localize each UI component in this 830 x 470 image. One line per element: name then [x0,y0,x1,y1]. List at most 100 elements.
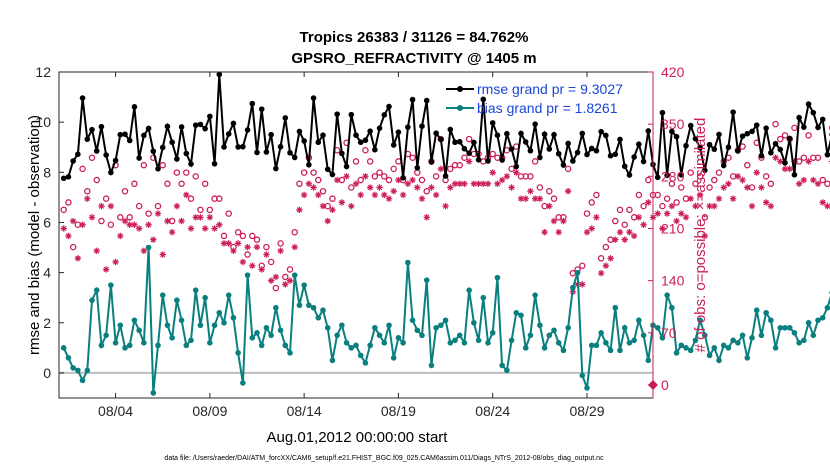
bias-point [819,314,826,321]
bias-point [225,292,232,298]
rmse-point [108,169,114,176]
obs-assimilated-point [531,195,539,202]
obs-assimilated-point [513,169,520,176]
obs-possible-point [135,202,143,210]
rmse-point [103,152,109,158]
obs-assimilated-point [69,217,77,225]
rmse-point [84,136,91,143]
rmse-point [758,152,765,159]
obs-possible-point [220,232,228,240]
bias-point [192,287,199,293]
rmse-point [532,121,538,127]
rmse-point [551,131,557,138]
bias-point [442,317,449,324]
obs-assimilated-point [607,255,614,262]
obs-assimilated-point [494,180,501,187]
rmse-point [258,106,265,112]
rmse-point [339,150,345,157]
bias-point [98,342,105,349]
obs-possible-point [635,191,643,199]
obs-assimilated-point [150,236,157,243]
obs-possible-point [536,184,544,191]
rmse-point [753,122,760,128]
bias-point [772,345,779,351]
obs-possible-point [385,176,393,184]
obs-assimilated-point [296,206,303,214]
y-axis-label: rmse and bias (model - observation) [26,115,43,355]
bias-point [164,322,171,329]
obs-possible-point [456,161,463,169]
obs-assimilated-point [583,229,591,236]
obs-assimilated-point [824,202,830,210]
bias-point [598,330,604,336]
rmse-point [475,156,482,163]
obs-assimilated-point [593,214,600,221]
bias-point [791,330,798,336]
rmse-point [692,135,699,142]
rmse-point [414,164,421,171]
rmse-point [621,163,628,170]
bias-point [240,380,246,386]
obs-assimilated-point [249,262,256,269]
rmse-point [560,162,567,168]
rmse-point [588,145,595,152]
rmse-point [749,128,755,135]
obs-assimilated-point [239,258,247,266]
obs-possible-point [197,206,204,214]
rmse-point [376,125,383,131]
obs-assimilated-point [527,188,534,195]
obs-assimilated-point [696,191,704,199]
rmse-point [636,141,642,148]
obs-assimilated-point [536,195,544,202]
obs-assimilated-point [640,221,647,228]
obs-possible-point [159,161,166,169]
rmse-point [744,130,751,137]
bias-point [763,309,769,316]
bias-point [508,337,515,344]
rmse-point [494,132,501,138]
obs-assimilated-point [621,236,628,243]
obs-assimilated-point [663,210,671,217]
obs-assimilated-point [258,266,265,273]
obs-assimilated-point [767,202,775,210]
obs-possible-point [418,176,426,184]
rmse-point [730,109,736,115]
bias-point [489,330,496,336]
obs-assimilated-point [659,225,666,232]
bias-point [541,345,548,351]
bias-point [122,345,128,351]
obs-assimilated-point [366,184,374,191]
obs-assimilated-point [550,217,558,225]
rmse-point [466,150,472,157]
bias-point [254,330,260,336]
bias-point [216,309,223,316]
rmse-point [687,122,694,129]
bias-point [735,340,741,346]
obs-possible-point [744,161,751,169]
obs-assimilated-point [244,243,251,251]
obs-assimilated-point [352,180,360,187]
bias-point [93,287,100,293]
obs-possible-point [687,169,694,176]
bias-point [277,327,284,334]
bias-point [390,355,397,361]
rmse-point [461,145,468,152]
rmse-point [518,130,524,137]
obs-assimilated-point [187,225,195,232]
obs-possible-point [164,180,171,188]
obs-possible-point [579,262,586,269]
bias-point [258,342,265,349]
obs-assimilated-point [376,184,383,191]
rmse-point [225,131,232,137]
obs-assimilated-point [706,202,713,210]
axes: 08/04 08/09 08/14 08/19 08/24 08/29 0 2 4 6 8 10 12 0… [35,64,684,419]
y2-tick-label: 140 [661,273,685,289]
bias-point [117,322,124,329]
obs-assimilated-point [447,184,454,191]
obs-assimilated-point [678,210,685,217]
bias-point [197,322,204,329]
rmse-point [824,151,830,158]
obs-assimilated-point [357,191,364,199]
obs-assimilated-point [168,229,176,236]
obs-assimilated-point [734,173,742,180]
